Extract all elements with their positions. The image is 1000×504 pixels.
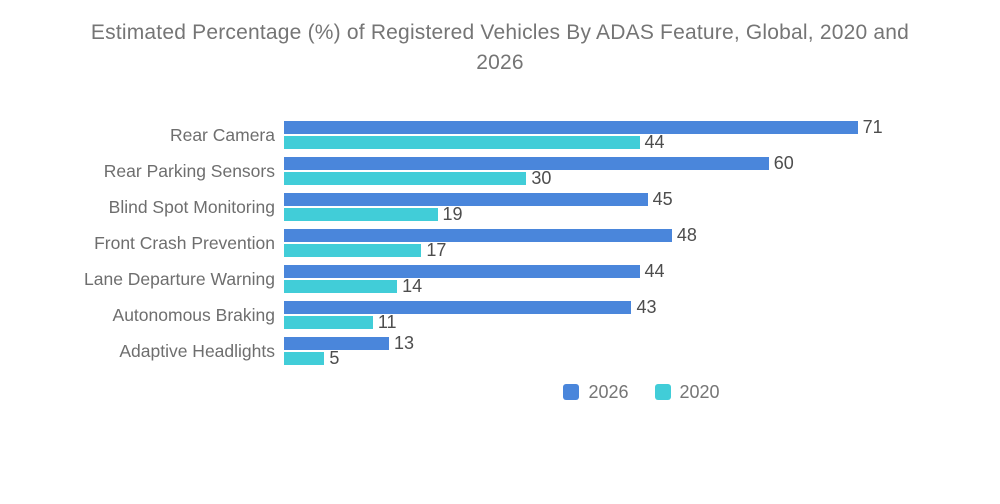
bar-2020 <box>284 351 325 365</box>
bar-group: 13 5 <box>284 332 1000 368</box>
legend-label: 2020 <box>679 381 720 402</box>
category-label: Lane Departure Warning <box>84 268 275 289</box>
chart-row: Rear Camera 71 44 <box>0 116 1000 152</box>
bar-line-2020: 17 <box>284 239 1000 260</box>
bar-line-2020: 44 <box>284 131 1000 152</box>
bar-2026 <box>284 228 672 242</box>
value-label: 11 <box>377 311 397 332</box>
value-label: 44 <box>644 131 665 152</box>
bar-line-2026: 45 <box>284 188 1000 209</box>
value-label: 45 <box>652 188 673 209</box>
chart-row: Lane Departure Warning 44 14 <box>0 260 1000 296</box>
bar-group: 43 11 <box>284 296 1000 332</box>
value-label: 71 <box>862 116 883 137</box>
bar-line-2020: 11 <box>284 311 1000 332</box>
category-label: Blind Spot Monitoring <box>108 196 275 217</box>
value-label: 30 <box>531 167 552 188</box>
bar-line-2020: 19 <box>284 203 1000 224</box>
category-label: Autonomous Braking <box>112 304 275 325</box>
bar-2020 <box>284 243 422 257</box>
legend: 2026 2020 <box>283 382 1000 403</box>
value-label: 17 <box>426 239 447 260</box>
bar-line-2026: 60 <box>284 152 1000 173</box>
bar-2026 <box>284 192 648 206</box>
chart-row: Blind Spot Monitoring 45 19 <box>0 188 1000 224</box>
category-label: Rear Camera <box>169 124 275 145</box>
bar-2020 <box>284 171 527 185</box>
chart-row: Adaptive Headlights 13 5 <box>0 332 1000 368</box>
bar-2020 <box>284 315 373 329</box>
bar-2026 <box>284 156 769 170</box>
value-label: 14 <box>402 275 423 296</box>
chart-row: Rear Parking Sensors 60 30 <box>0 152 1000 188</box>
category-label: Rear Parking Sensors <box>103 160 275 181</box>
value-label: 48 <box>676 224 697 245</box>
legend-swatch <box>563 384 580 401</box>
bar-2020 <box>284 207 438 221</box>
bar-line-2020: 5 <box>284 347 1000 368</box>
chart-row: Front Crash Prevention 48 17 <box>0 224 1000 260</box>
bar-2026 <box>284 264 640 278</box>
bar-chart: Rear Camera 71 44 Rear Parking Sensors 60 30 B… <box>0 116 1000 368</box>
category-label: Adaptive Headlights <box>119 340 275 361</box>
category-label: Front Crash Prevention <box>94 232 275 253</box>
bar-2020 <box>284 279 398 293</box>
bar-line-2026: 13 <box>284 332 1000 353</box>
bar-group: 71 44 <box>284 116 1000 152</box>
bar-group: 45 19 <box>284 188 1000 224</box>
chart-title: Estimated Percentage (%) of Registered V… <box>90 21 910 74</box>
bar-line-2020: 30 <box>284 167 1000 188</box>
chart-row: Autonomous Braking 43 11 <box>0 296 1000 332</box>
bar-line-2026: 71 <box>284 116 1000 137</box>
bar-2026 <box>284 300 632 314</box>
legend-label: 2026 <box>588 381 629 402</box>
bar-line-2020: 14 <box>284 275 1000 296</box>
bar-line-2026: 44 <box>284 260 1000 281</box>
value-label: 44 <box>644 260 665 281</box>
bar-line-2026: 48 <box>284 224 1000 245</box>
bar-group: 44 14 <box>284 260 1000 296</box>
bar-line-2026: 43 <box>284 296 1000 317</box>
bar-group: 60 30 <box>284 152 1000 188</box>
value-label: 5 <box>329 347 340 368</box>
legend-item-2026: 2026 <box>563 381 629 403</box>
legend-item-2020: 2020 <box>654 381 720 403</box>
value-label: 43 <box>636 296 657 317</box>
value-label: 60 <box>773 152 794 173</box>
value-label: 13 <box>394 332 415 353</box>
legend-swatch <box>654 384 671 401</box>
value-label: 19 <box>442 203 463 224</box>
bar-group: 48 17 <box>284 224 1000 260</box>
bar-2026 <box>284 120 858 134</box>
bar-2026 <box>284 336 390 350</box>
bar-2020 <box>284 135 640 149</box>
